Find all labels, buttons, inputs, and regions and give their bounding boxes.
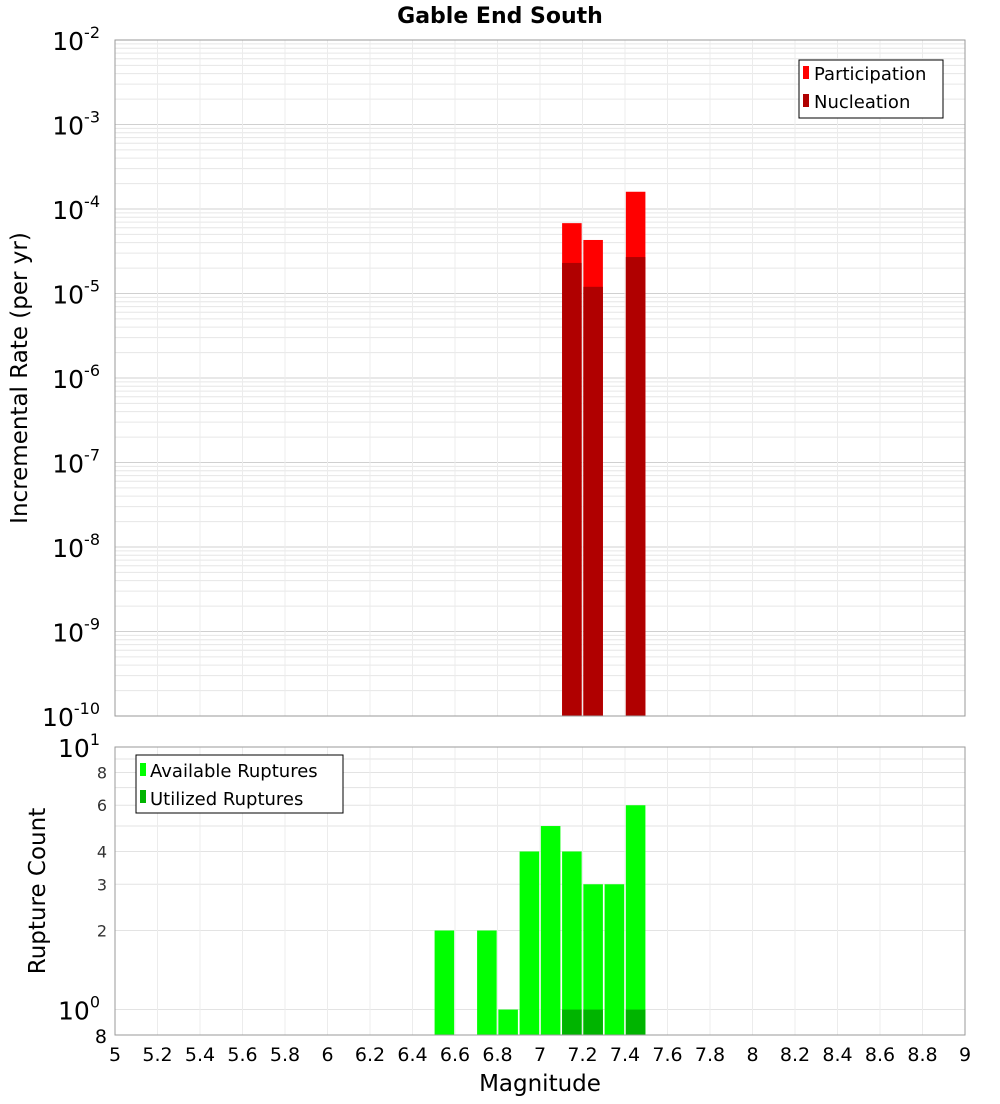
nucleation-bar (625, 257, 646, 716)
top-y-tick-label: 10-7 (52, 446, 100, 479)
legend-swatch-available (140, 763, 146, 776)
x-tick-label: 7.6 (652, 1044, 682, 1066)
legend-label-available: Available Ruptures (150, 761, 318, 782)
bottom-plot-bars (434, 805, 646, 1035)
top-y-tick-label: 10-5 (52, 277, 100, 310)
x-tick-label: 6.4 (397, 1044, 427, 1066)
x-tick-label: 8.6 (865, 1044, 895, 1066)
legend-swatch-utilized (140, 790, 146, 803)
available-ruptures-bar (540, 826, 561, 1035)
top-y-tick-label: 10-9 (52, 615, 100, 648)
x-tick-label: 6 (321, 1044, 333, 1066)
x-tick-label: 5.2 (142, 1044, 172, 1066)
utilized-ruptures-bar (625, 1009, 646, 1035)
nucleation-bar (562, 262, 582, 716)
x-tick-label: 7.4 (610, 1044, 640, 1066)
bottom-y-major-tick-label: 100 (58, 993, 100, 1026)
available-ruptures-bar (498, 1009, 518, 1035)
top-y-tick-label: 10-6 (52, 361, 100, 394)
available-ruptures-bar (604, 884, 625, 1035)
top-legend: Participation Nucleation (798, 59, 944, 119)
x-tick-label: 6.6 (440, 1044, 470, 1066)
utilized-ruptures-bar (562, 1009, 582, 1035)
x-tick-labels: 5 5.2 5.4 5.6 5.8 6 6.2 6.4 6.6 6.8 7 7.2 7.4 7.6 7.8 8… (109, 1044, 971, 1066)
top-y-tick-label: 10-10 (42, 699, 100, 732)
x-tick-label: 7.8 (695, 1044, 725, 1066)
legend-label-nucleation: Nucleation (814, 92, 910, 113)
top-y-tick-label: 10-8 (52, 530, 100, 563)
top-y-tick-label: 10-2 (52, 23, 100, 56)
available-ruptures-bar (583, 884, 603, 1035)
x-tick-label: 8.8 (907, 1044, 937, 1066)
available-ruptures-bar (477, 930, 497, 1035)
top-y-tick-label: 10-4 (52, 192, 100, 225)
top-plot-grid (114, 39, 966, 717)
x-tick-label: 8.2 (780, 1044, 810, 1066)
bottom-y-minor-tick-label: 2 (97, 922, 107, 941)
bottom-y-minor-tick-label: 4 (97, 842, 107, 861)
top-plot-frame (114, 39, 966, 717)
legend-label-participation: Participation (814, 64, 926, 85)
legend-swatch-participation (803, 66, 809, 79)
x-tick-label: 5.6 (227, 1044, 257, 1066)
top-y-axis-label: Incremental Rate (per yr) (7, 232, 33, 524)
x-tick-label: 6.8 (482, 1044, 512, 1066)
available-ruptures-bar (434, 930, 455, 1035)
x-tick-label: 5 (109, 1044, 121, 1066)
top-plot-bars (562, 191, 646, 717)
x-tick-label: 5.8 (270, 1044, 300, 1066)
bottom-y-major-tick-label: 101 (58, 730, 100, 763)
legend-swatch-nucleation (803, 94, 809, 107)
bottom-y-axis-label: Rupture Count (25, 808, 51, 974)
nucleation-bar (583, 286, 603, 716)
utilized-ruptures-bar (583, 1009, 603, 1035)
x-tick-label: 6.2 (355, 1044, 385, 1066)
bottom-y-minor-tick-label: 6 (97, 796, 107, 815)
top-y-tick-labels: 10-2 10-3 10-4 10-5 10-6 10-7 10-8 10-9 10-10 (42, 23, 100, 732)
chart-title: Gable End South (397, 4, 603, 29)
legend-label-utilized: Utilized Ruptures (150, 789, 303, 810)
bottom-y-min-label: 8 (95, 1026, 107, 1048)
x-tick-label: 9 (959, 1044, 971, 1066)
available-ruptures-bar (562, 851, 582, 1035)
available-ruptures-bar (519, 851, 540, 1035)
x-axis-label: Magnitude (479, 1071, 601, 1097)
bottom-y-minor-tick-label: 8 (97, 763, 107, 782)
x-tick-label: 8.4 (822, 1044, 852, 1066)
available-ruptures-bar (625, 805, 646, 1035)
bottom-y-minor-tick-label: 3 (97, 875, 107, 894)
top-y-tick-label: 10-3 (52, 108, 100, 141)
x-tick-label: 8 (746, 1044, 758, 1066)
x-tick-label: 7 (534, 1044, 546, 1066)
bottom-legend: Available Ruptures Utilized Ruptures (135, 754, 344, 814)
bottom-plot-frame (114, 746, 966, 1036)
x-tick-label: 7.2 (567, 1044, 597, 1066)
x-tick-label: 5.4 (185, 1044, 215, 1066)
